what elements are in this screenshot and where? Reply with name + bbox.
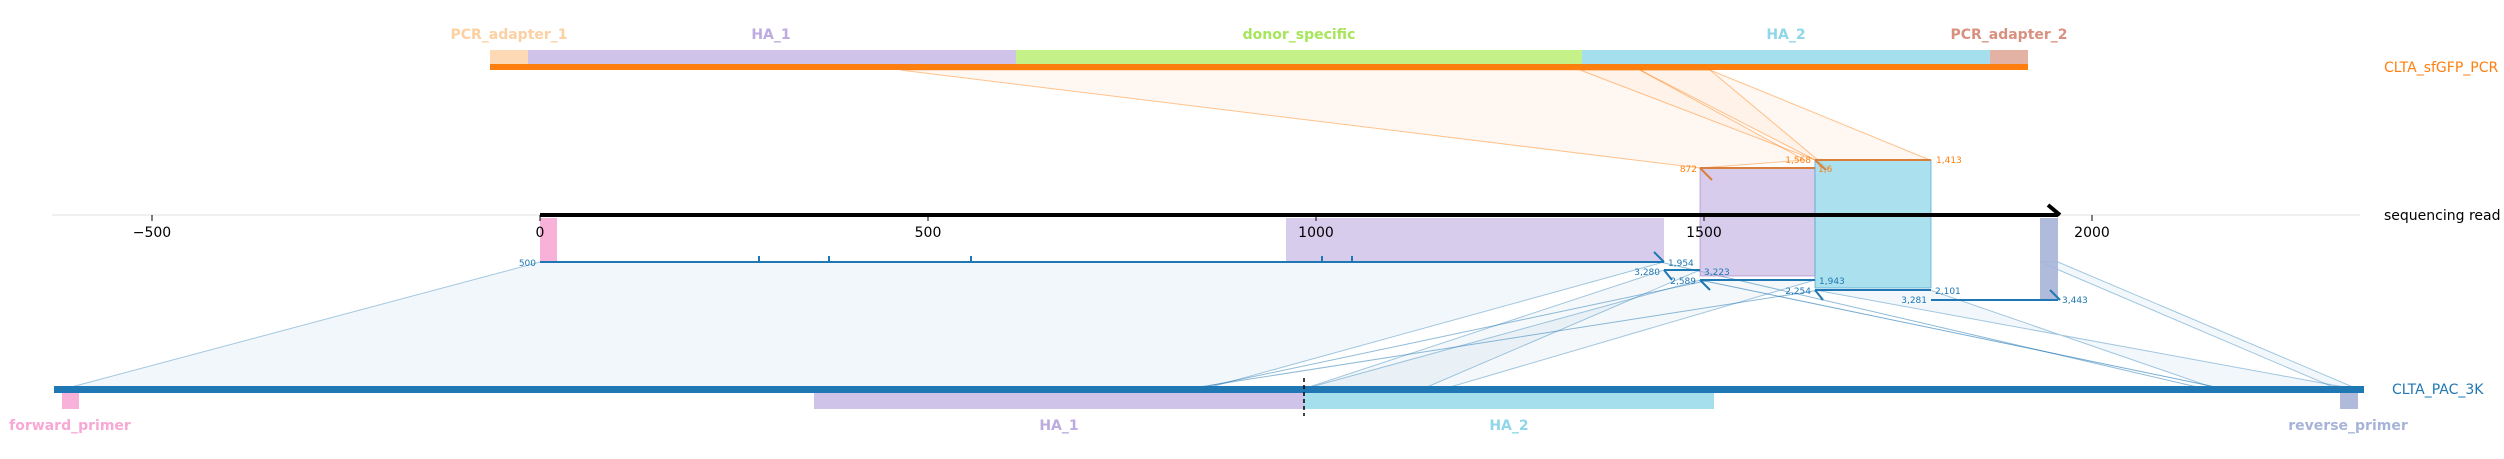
- feature-block-ha-1: [814, 393, 1304, 409]
- alignment-segment-tick: [2049, 289, 2061, 301]
- read-axis: sequencing read −500 0 500 1000 1500 200…: [52, 203, 2500, 300]
- cross-line: [1699, 279, 2231, 391]
- feature-label: PCR_adapter_2: [1950, 27, 2067, 43]
- feature-block-ha-2: [1304, 393, 1714, 409]
- read-arrowhead: [2046, 203, 2062, 217]
- read-slate-block: [2040, 218, 2058, 300]
- coord-label: 872: [1680, 165, 1697, 175]
- feature-label: forward_primer: [9, 418, 131, 434]
- alignment-segment-tick: [1814, 289, 1824, 301]
- read-pink-block: [540, 218, 557, 262]
- coord-label: 2,101: [1935, 287, 1961, 297]
- read-lavender-block: [1286, 218, 1664, 262]
- top-reference: PCR_adapter_1 HA_1 donor_specific HA_2 P…: [450, 27, 2498, 76]
- feature-label: HA_1: [751, 27, 790, 43]
- axis-ticks: −500 0 500 1000 1500 2000: [133, 215, 2110, 241]
- bottom-reference: CLTA_PAC_3K forward_primer HA_1 HA_2 rev…: [9, 378, 2484, 434]
- coord-label: 3,443: [2062, 296, 2088, 306]
- axis-tick-label: 2000: [2074, 225, 2110, 241]
- coord-label: 3,223: [1704, 268, 1730, 278]
- alignment-segment-tick: [1699, 279, 1711, 291]
- bottom-alignments: 500 1,954 3,280 3,223 2,589 2,254 1,943 …: [519, 251, 2088, 306]
- feature-label: reverse_primer: [2288, 418, 2408, 434]
- coord-label: 1,943: [1819, 277, 1845, 287]
- bottom-projections: [59, 261, 2361, 391]
- axis-tick-label: 500: [915, 225, 942, 241]
- feature-block-reverse-primer: [2340, 393, 2358, 409]
- coord-label: 2,589: [1670, 277, 1696, 287]
- coord-label: 1,568: [1785, 156, 1811, 166]
- feature-block-ha-2: [1582, 50, 1990, 66]
- axis-tick-label: −500: [133, 225, 171, 241]
- feature-block-pcr-adapter-2: [1990, 50, 2028, 66]
- cross-line: [1659, 261, 2211, 391]
- alignment-ha-1: [1699, 167, 1816, 277]
- alignment-segment-tick: [1663, 269, 1673, 281]
- feature-block-donor-specific: [1016, 50, 1582, 66]
- alignment-ha-2: [1814, 159, 1932, 289]
- read-name: sequencing read: [2384, 208, 2500, 224]
- top-alignments: 872 1,568 1,6 1,413: [1680, 156, 1962, 289]
- feature-block-forward-primer: [62, 393, 79, 409]
- feature-label: HA_2: [1766, 27, 1805, 43]
- reference-bar: [490, 64, 2028, 70]
- alignment-tick: [1814, 159, 1827, 171]
- axis-tick-label: 0: [536, 225, 545, 241]
- cross-line: [1189, 279, 1711, 391]
- axis-tick-label: 1000: [1298, 225, 1334, 241]
- alignment-segment-tick: [1653, 251, 1665, 263]
- feature-block-ha-1: [528, 50, 1016, 66]
- feature-label: HA_2: [1489, 418, 1528, 434]
- feature-block-pcr-adapter-1: [490, 50, 528, 66]
- coord-label: 3,281: [1901, 296, 1927, 306]
- reference-name: CLTA_PAC_3K: [2392, 382, 2484, 398]
- reference-bar: [54, 386, 2364, 393]
- coord-label: 500: [519, 259, 536, 269]
- axis-tick-label: 1500: [1686, 225, 1722, 241]
- feature-label: PCR_adapter_1: [450, 27, 567, 43]
- coord-label: 1,413: [1936, 156, 1962, 166]
- coord-label: 1,6: [1818, 165, 1833, 175]
- coord-label: 3,280: [1634, 268, 1660, 278]
- feature-label: donor_specific: [1243, 27, 1356, 43]
- coord-label: 1,954: [1668, 259, 1694, 269]
- top-projections: [899, 69, 1931, 171]
- cross-line: [1179, 289, 1821, 391]
- feature-label: HA_1: [1039, 418, 1078, 434]
- alignment-tick: [1699, 167, 1713, 181]
- coord-label: 2,254: [1785, 287, 1811, 297]
- reference-name: CLTA_sfGFP_PCR: [2384, 60, 2498, 76]
